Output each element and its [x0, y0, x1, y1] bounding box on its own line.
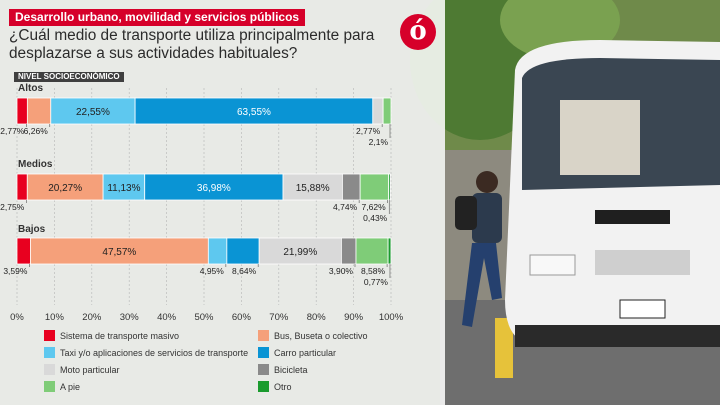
legend-swatch [44, 330, 55, 341]
bar-segment [26, 97, 52, 125]
data-label: 4,74% [333, 202, 358, 212]
legend-label: Carro particular [274, 347, 337, 358]
chart-panel: Desarrollo urbano, movilidad y servicios… [0, 0, 445, 405]
x-tick-label: 50% [194, 312, 214, 323]
bar-segment [388, 173, 391, 201]
legend-swatch [44, 364, 55, 375]
x-tick-label: 40% [157, 312, 177, 323]
bar-segment [30, 237, 209, 265]
data-label: 2,75% [0, 202, 25, 212]
bar-segment [102, 173, 146, 201]
legend-label: Bicicleta [274, 364, 308, 375]
data-label: 8,64% [232, 266, 257, 276]
data-label: 11,13% [107, 183, 140, 194]
x-tick-label: 60% [232, 312, 252, 323]
data-label: 3,59% [3, 266, 28, 276]
bar-segment [26, 173, 104, 201]
bar-segment [372, 97, 384, 125]
legend-label: Moto particular [60, 364, 120, 375]
bar-segment [258, 237, 342, 265]
category-label: Medios [18, 159, 53, 170]
bar-segment [207, 237, 228, 265]
data-label: 6,26% [24, 126, 49, 136]
legend-item: Sistema de transporte masivo [44, 330, 179, 341]
data-label: 21,99% [283, 247, 317, 258]
x-tick-label: 10% [45, 312, 65, 323]
x-tick-label: 80% [307, 312, 327, 323]
category-label: Altos [18, 83, 43, 94]
bar-segment [144, 173, 284, 201]
legend-item: A pie [44, 381, 80, 392]
bar-segment [342, 173, 361, 201]
bar-segment [355, 237, 389, 265]
data-label: 2,77% [356, 126, 381, 136]
legend-label: Otro [274, 381, 292, 392]
legend-item: Carro particular [258, 347, 336, 358]
subtitle-badge: NIVEL SOCIOECONÓMICO [14, 72, 124, 82]
bar-segment [16, 97, 28, 125]
bar-segment [387, 237, 392, 265]
legend-swatch [258, 347, 269, 358]
legend-swatch [258, 330, 269, 341]
stacked-bar-chart: 0% 10% 20% 30% 40% 50% 60% 70% 80% 90% 100% Altos 2,… [0, 83, 404, 323]
question-title: ¿Cuál medio de transporte utiliza princi… [9, 27, 375, 62]
data-label: 22,55% [76, 107, 110, 118]
data-label: 2,1% [369, 137, 389, 147]
legend-label: Sistema de transporte masivo [60, 330, 180, 341]
x-tick-label: 70% [269, 312, 289, 323]
bus [505, 40, 720, 347]
data-label: 47,57% [102, 247, 136, 258]
data-label: 63,55% [237, 107, 271, 118]
bar-segment [134, 97, 374, 125]
bar-segment [16, 173, 28, 201]
legend-item: Taxi y/o aplicaciones de servicios de tr… [44, 347, 248, 358]
bar-segment [341, 237, 357, 265]
data-label: 8,58% [361, 266, 386, 276]
passenger [455, 171, 502, 327]
legend-item: Bicicleta [258, 364, 308, 375]
data-label: 3,90% [329, 266, 354, 276]
category-label: Bajos [18, 224, 46, 235]
legend-label: A pie [60, 381, 81, 392]
legend-item: Bus, Buseta o colectivo [258, 330, 368, 341]
data-label: 15,88% [296, 183, 330, 194]
bar-segment [359, 173, 390, 201]
bar-segment [382, 97, 392, 125]
x-tick-label: 20% [82, 312, 102, 323]
bar-segment [226, 237, 260, 265]
bar-segment [50, 97, 136, 125]
bar-segment [16, 237, 31, 265]
legend-label: Taxi y/o aplicaciones de servicios de tr… [60, 347, 249, 358]
section-tag: Desarrollo urbano, movilidad y servicios… [9, 9, 306, 26]
legend-item: Otro [258, 381, 292, 392]
legend-swatch [44, 381, 55, 392]
legend-swatch [258, 381, 269, 392]
legend-swatch [44, 347, 55, 358]
data-label: 2,77% [0, 126, 25, 136]
x-tick-label: 90% [344, 312, 364, 323]
data-label: 0,77% [364, 277, 389, 287]
x-tick-label: 100% [379, 312, 404, 323]
data-label: 20,27% [48, 183, 82, 194]
x-tick-label: 0% [10, 312, 24, 323]
legend-swatch [258, 364, 269, 375]
data-label: 36,98% [197, 183, 231, 194]
data-label: 4,95% [200, 266, 225, 276]
legend-label: Bus, Buseta o colectivo [274, 330, 368, 341]
bar-segment [282, 173, 343, 201]
legend-item: Moto particular [44, 364, 120, 375]
logo-icon: ó [400, 14, 436, 50]
data-label: 7,62% [362, 202, 387, 212]
data-label: 0,43% [363, 213, 388, 223]
x-tick-label: 30% [120, 312, 140, 323]
